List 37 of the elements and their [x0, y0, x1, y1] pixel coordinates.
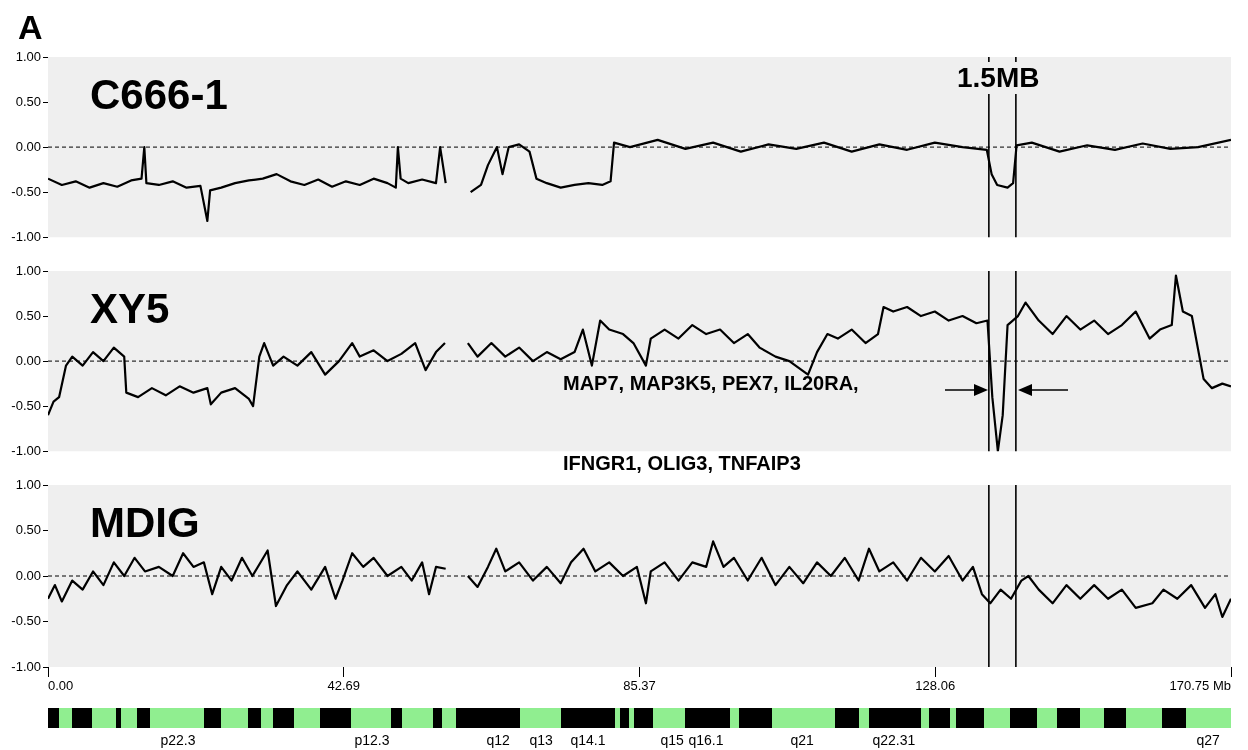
- text: q12: [486, 732, 510, 748]
- annotation: MAP7, MAP3K5, PEX7, IL20RA,: [563, 372, 859, 395]
- text: p12.3: [354, 732, 390, 748]
- y-tick-label: 1.00: [15, 48, 41, 64]
- text: q16.1: [688, 732, 724, 748]
- x-tick-label: 170.75 Mb: [1169, 678, 1231, 694]
- y-tick-label: 0.00: [15, 352, 41, 368]
- text: A: [18, 8, 43, 47]
- text: q21: [790, 732, 814, 748]
- y-tick-label: 0.00: [15, 138, 41, 154]
- y-tick-label: -1.00: [11, 658, 41, 674]
- y-tick-label: 0.00: [15, 567, 41, 583]
- x-tick-label: 0.00: [48, 678, 74, 694]
- chart-title: MDIG: [90, 499, 200, 546]
- x-tick-label: 85.37: [623, 678, 656, 694]
- y-tick-label: -0.50: [11, 397, 41, 413]
- text: q22.31: [872, 732, 916, 748]
- x-tick-label: 42.69: [327, 678, 361, 694]
- y-tick-label: -1.00: [11, 442, 41, 458]
- chart-title: C666-1: [90, 71, 228, 118]
- text: q15: [660, 732, 684, 748]
- y-tick-label: -0.50: [11, 613, 41, 629]
- annotation: 1.5MB: [955, 62, 1042, 94]
- text: IFNGR1, OLIG3, TNFAIP3: [563, 452, 801, 475]
- x-tick-label: 128.06: [915, 678, 956, 694]
- y-tick-label: 0.50: [15, 93, 41, 109]
- y-tick-label: -1.00: [11, 228, 41, 244]
- y-tick-label: 1.00: [15, 262, 41, 278]
- text: q27: [1196, 732, 1220, 748]
- y-tick-label: 1.00: [15, 476, 41, 492]
- y-tick-label: 0.50: [15, 522, 41, 538]
- text: q13: [529, 732, 553, 748]
- y-tick-label: 0.50: [15, 307, 41, 323]
- text: q14.1: [570, 732, 606, 748]
- chart-title: XY5: [90, 285, 170, 332]
- y-tick-label: -0.50: [11, 183, 41, 199]
- text: p22.3: [160, 732, 196, 748]
